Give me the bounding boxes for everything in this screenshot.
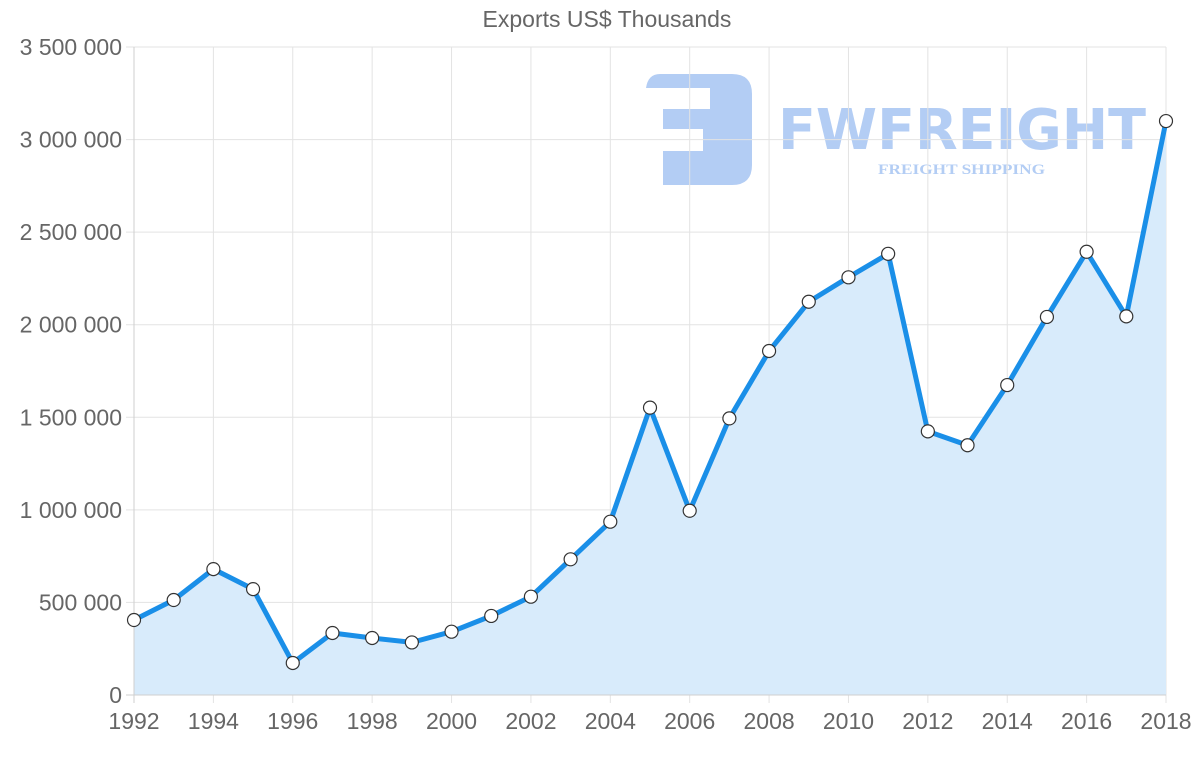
x-tick-label: 2014: [982, 708, 1033, 734]
data-point[interactable]: 1996: 173000: [285, 655, 300, 671]
data-point[interactable]: 2007: 1494000: [722, 411, 737, 426]
x-tick-label: 2016: [1061, 708, 1112, 734]
data-point[interactable]: 1995: 572000: [245, 581, 261, 597]
chart-title: Exports US$ Thousands: [482, 6, 732, 32]
y-axis-labels: 0 500 000 1 000 000 1 500 000 2 000 000 2 500…: [20, 34, 122, 708]
x-tick-label: 1998: [347, 708, 398, 734]
y-tick-label: 1 500 000: [20, 404, 122, 430]
data-point[interactable]: 2018: 3100000: [1158, 113, 1174, 129]
data-point[interactable]: 1999: 284000: [404, 635, 419, 650]
fw-logo-icon: [646, 74, 752, 185]
data-point[interactable]: 2003: 733000: [563, 552, 578, 567]
data-point[interactable]: 2013: 1349000: [960, 438, 975, 453]
x-tick-label: 2018: [1140, 708, 1191, 734]
x-tick-label: 2000: [426, 708, 477, 734]
data-point[interactable]: 2001: 427000: [484, 608, 499, 624]
y-tick-label: 2 500 000: [20, 219, 122, 245]
axes: [126, 47, 1166, 703]
data-point[interactable]: 2000: 342000: [444, 624, 459, 639]
y-tick-label: 0: [109, 682, 122, 708]
x-tick-label: 1996: [267, 708, 318, 734]
x-tick-label: 2010: [823, 708, 874, 734]
x-tick-label: 2008: [743, 708, 794, 734]
data-point[interactable]: 2006: 995000: [682, 503, 697, 518]
data-point[interactable]: 2015: 2042000: [1039, 309, 1055, 325]
data-point[interactable]: 2011: 2383000: [881, 246, 896, 261]
data-point[interactable]: 2017: 2045000: [1119, 309, 1134, 324]
data-point[interactable]: 2005: 1552000: [642, 400, 658, 415]
watermark-tagline: FREIGHT SHIPPING: [878, 162, 1045, 178]
data-point[interactable]: 1993: 513000: [166, 592, 181, 608]
data-point[interactable]: 2014: 1674000: [1000, 377, 1015, 393]
x-tick-label: 2012: [902, 708, 953, 734]
data-point[interactable]: 1994: 680000: [206, 562, 221, 577]
data-point[interactable]: 1997: 335000: [325, 625, 340, 641]
watermark: FWFREIGHT FREIGHT SHIPPING: [646, 74, 1146, 185]
data-point[interactable]: 2012: 1424000: [920, 424, 935, 439]
y-tick-label: 2 000 000: [20, 312, 122, 338]
x-tick-label: 1994: [188, 708, 239, 734]
watermark-brand-text: FWFREIGHT: [778, 98, 1146, 163]
y-tick-label: 500 000: [39, 589, 122, 615]
x-tick-label: 2006: [664, 708, 715, 734]
y-tick-label: 3 500 000: [20, 34, 122, 60]
data-point[interactable]: 2004: 936000: [603, 514, 618, 529]
data-point[interactable]: 2002: 531000: [523, 589, 539, 604]
data-point[interactable]: 2016: 2394000: [1079, 244, 1094, 259]
data-point[interactable]: 2008: 1858000: [761, 343, 777, 359]
x-tick-label: 1992: [108, 708, 159, 734]
data-points: 1992: 405000 1993: 513000 1994: 680000 1995…: [126, 113, 1174, 671]
data-point[interactable]: 2009: 2124000: [801, 294, 816, 309]
y-tick-label: 1 000 000: [20, 497, 122, 523]
x-tick-label: 2002: [505, 708, 556, 734]
data-point[interactable]: 1992: 405000: [126, 612, 142, 628]
data-point[interactable]: 2010: 2256000: [841, 270, 856, 285]
data-point[interactable]: 1998: 308000: [365, 630, 380, 646]
x-tick-label: 2004: [585, 708, 636, 734]
y-tick-label: 3 000 000: [20, 127, 122, 153]
x-axis-labels: 1992 1994 1996 1998 2000 2002 2004 2006 2008 2010…: [108, 708, 1191, 734]
